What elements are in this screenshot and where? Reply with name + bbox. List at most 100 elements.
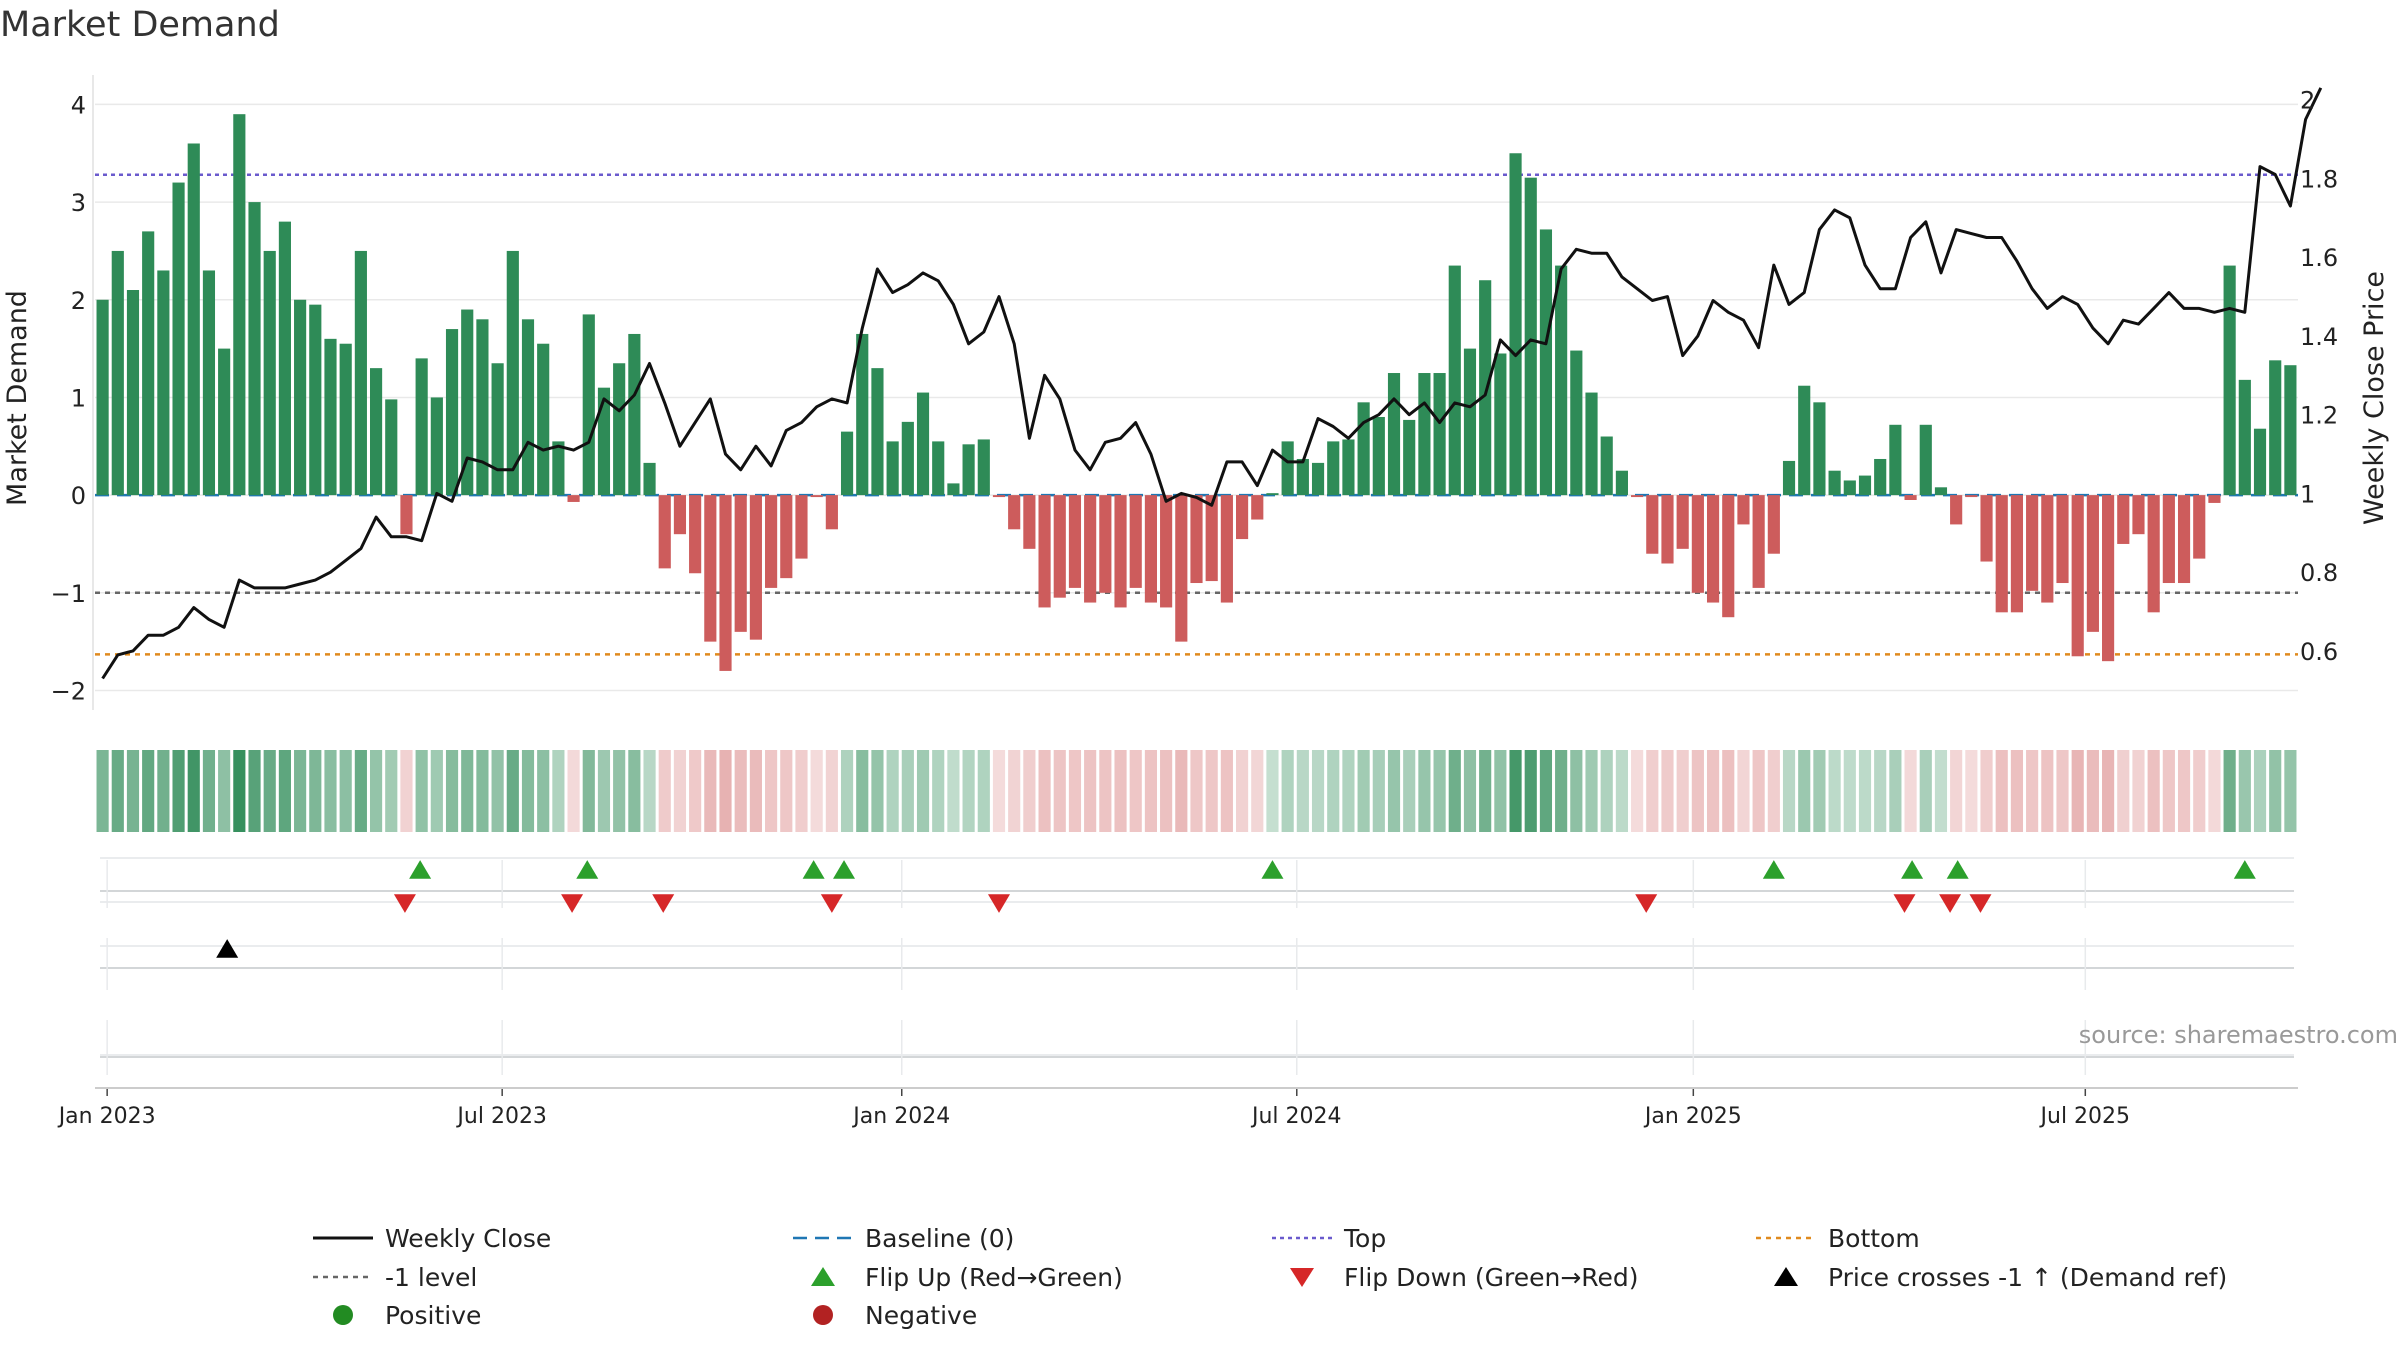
negative-demand-bar: [1190, 495, 1203, 584]
demand-strip-cell: [400, 750, 413, 832]
demand-strip-cell: [1858, 750, 1872, 832]
demand-strip-cell: [126, 750, 140, 832]
demand-strip-cell: [2253, 750, 2267, 832]
positive-demand-bar: [126, 290, 140, 496]
demand-strip-cell: [2117, 750, 2130, 832]
negative-demand-bar: [2086, 495, 2099, 632]
demand-strip-cell: [2086, 750, 2099, 832]
demand-strip-cell: [1205, 750, 1218, 832]
positive-demand-bar: [339, 343, 352, 496]
negative-demand-bar: [2162, 495, 2175, 584]
negative-demand-bar: [810, 495, 823, 498]
demand-strip-cell: [673, 750, 687, 832]
demand-strip-cell: [567, 750, 580, 832]
positive-demand-bar: [263, 250, 276, 496]
demand-strip-cell: [1995, 750, 2008, 832]
y-tick-label-left: 2: [71, 287, 86, 315]
positive-demand-bar: [2253, 428, 2267, 496]
positive-demand-bar: [1858, 475, 1872, 496]
event-markers: [95, 857, 2298, 1089]
demand-strip-cell: [1904, 750, 1917, 832]
y-tick-label-left: −1: [51, 580, 86, 608]
positive-demand-bar: [886, 441, 899, 496]
positive-demand-bar: [369, 368, 383, 496]
demand-strip-cell: [2208, 750, 2221, 832]
flip-down-marker: [987, 894, 1010, 913]
positive-demand-bar: [1463, 348, 1477, 496]
positive-demand-bar: [309, 304, 322, 496]
legend-label: Flip Up (Red→Green): [865, 1263, 1123, 1292]
demand-strip-cell: [278, 750, 291, 832]
demand-strip-cell: [1433, 750, 1446, 832]
legend-swatch-flip-down: [1290, 1268, 1314, 1287]
demand-strip-cell: [1418, 750, 1431, 832]
positive-demand-bar: [1403, 419, 1416, 496]
axes: −2 −1 0 1 2 3 4 0.6 0.8 1 1.2 1.4 1.6 1.8 2 Jan 2023 Jul…: [51, 75, 2338, 1129]
negative-demand-bar: [1251, 495, 1264, 520]
negative-demand-bar: [689, 495, 702, 574]
demand-strip-cell: [2284, 750, 2297, 832]
demand-strip-cell: [430, 750, 443, 832]
demand-strip-cell: [385, 750, 398, 832]
demand-strip-cell: [2026, 750, 2039, 832]
demand-strip-cell: [1889, 750, 1902, 832]
negative-demand-bar: [1904, 495, 1917, 500]
demand-strip-cell: [1661, 750, 1674, 832]
negative-demand-bar: [2177, 495, 2191, 584]
negative-demand-bar: [1752, 495, 1765, 588]
demand-strip-cell: [840, 750, 854, 832]
positive-demand-bar: [233, 114, 246, 496]
positive-demand-bar: [415, 358, 428, 496]
demand-strip-cell: [947, 750, 960, 832]
negative-demand-bar: [780, 495, 793, 579]
negative-demand-bar: [1236, 495, 1249, 540]
demand-strip-cell: [977, 750, 990, 832]
demand-strip-cell: [1190, 750, 1203, 832]
demand-strip-cell: [1311, 750, 1325, 832]
demand-strip-cell: [1950, 750, 1963, 832]
positive-demand-bar: [2284, 365, 2297, 496]
demand-strip-cell: [1372, 750, 1385, 832]
negative-demand-bar: [1220, 495, 1233, 603]
demand-strip-cell: [932, 750, 945, 832]
x-tick-label: Jul 2024: [1250, 1104, 1342, 1129]
demand-strip-cell: [2102, 750, 2115, 832]
flip-up-marker: [2233, 860, 2256, 879]
demand-strip-cell: [506, 750, 519, 832]
negative-demand-bar: [2132, 495, 2145, 535]
demand-strip-cell: [218, 750, 231, 832]
positive-demand-bar: [142, 231, 155, 496]
positive-demand-bar: [1919, 424, 1932, 496]
negative-demand-bar: [734, 495, 747, 632]
positive-demand-bar: [1357, 402, 1370, 496]
negative-demand-bar: [2026, 495, 2039, 591]
flip-down-marker: [561, 894, 584, 913]
demand-strip-cell: [1691, 750, 1704, 832]
demand-strip-cell: [780, 750, 793, 832]
negative-demand-bar: [749, 495, 762, 640]
positive-demand-bar: [1342, 439, 1355, 496]
demand-strip-cell: [1327, 750, 1340, 832]
demand-heat-strip: [96, 750, 2297, 832]
demand-strip-cell: [810, 750, 823, 832]
flip-up-marker: [576, 860, 599, 879]
demand-strip-cell: [369, 750, 383, 832]
demand-strip-cell: [96, 750, 109, 832]
negative-demand-bar: [658, 495, 671, 569]
negative-demand-bar: [673, 495, 687, 535]
demand-strip-cell: [1387, 750, 1401, 832]
positive-demand-bar: [1585, 392, 1598, 496]
legend-label: Top: [1343, 1224, 1386, 1253]
x-tick-label: Jan 2024: [851, 1104, 950, 1129]
positive-demand-bar: [1828, 470, 1841, 496]
demand-strip-cell: [339, 750, 352, 832]
positive-demand-bar: [1327, 441, 1340, 496]
positive-demand-bar: [1266, 493, 1279, 496]
legend-swatch-flip-up: [811, 1267, 835, 1286]
positive-demand-bar: [1798, 385, 1811, 496]
positive-demand-bar: [187, 143, 200, 496]
negative-demand-bar: [1160, 495, 1173, 608]
y-tick-label-left: 0: [71, 482, 86, 510]
y-tick-label-right: 1.2: [2300, 402, 2338, 430]
flip-up-marker: [1901, 860, 1924, 879]
